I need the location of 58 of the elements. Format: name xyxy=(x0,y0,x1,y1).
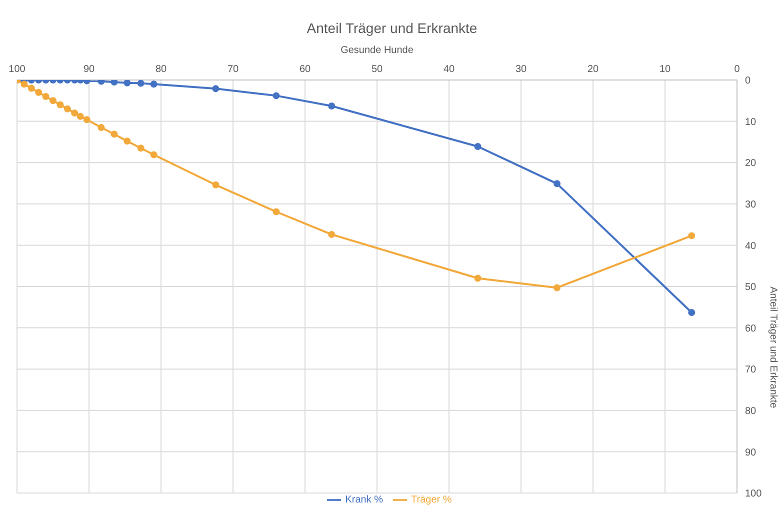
point xyxy=(35,88,42,96)
x-tick-label: 40 xyxy=(443,64,455,75)
y-tick-label: 90 xyxy=(745,447,757,458)
x-axis-title: Gesunde Hunde xyxy=(340,45,414,56)
legend-label: Träger % xyxy=(411,494,452,506)
x-tick-label: 0 xyxy=(734,64,740,75)
y-tick-label: 100 xyxy=(745,488,762,500)
point xyxy=(150,80,158,88)
point xyxy=(124,138,131,145)
y-tick-label: 50 xyxy=(745,282,757,294)
y-tick-label: 40 xyxy=(745,240,757,252)
x-tick-label: 80 xyxy=(155,64,167,75)
point xyxy=(272,92,280,100)
point xyxy=(137,144,144,152)
point xyxy=(110,80,118,86)
point xyxy=(554,284,560,292)
point xyxy=(688,309,696,316)
point xyxy=(137,80,144,87)
point xyxy=(328,230,336,238)
point xyxy=(110,130,118,138)
y-tick-label: 10 xyxy=(745,116,757,128)
point xyxy=(554,180,560,188)
point xyxy=(28,84,35,92)
x-tick-label: 90 xyxy=(83,64,95,75)
x-tick-label: 60 xyxy=(299,64,311,75)
y-tick-label: 0 xyxy=(745,76,751,87)
point xyxy=(150,151,158,158)
x-tick-label: 100 xyxy=(8,64,26,75)
y-axis-title: Anteil Träger und Erkrankte xyxy=(767,286,778,409)
point xyxy=(474,274,482,282)
legend-label: Krank % xyxy=(345,494,384,506)
point xyxy=(50,97,56,104)
x-tick-label: 10 xyxy=(659,64,671,75)
point xyxy=(20,80,28,88)
point xyxy=(272,208,280,216)
x-tick-label: 50 xyxy=(371,64,383,75)
y-tick-label: 60 xyxy=(745,323,757,334)
x-tick-label: 30 xyxy=(515,64,527,75)
point xyxy=(76,112,84,120)
point xyxy=(212,181,220,188)
point xyxy=(688,232,696,240)
point xyxy=(124,80,131,86)
point xyxy=(71,110,78,117)
point xyxy=(83,116,90,124)
y-tick-label: 70 xyxy=(745,364,757,376)
y-tick-label: 80 xyxy=(745,406,757,417)
x-tick-label: 70 xyxy=(227,64,239,75)
y-tick-label: 20 xyxy=(745,158,757,170)
chart-title: Anteil Träger und Erkrankte xyxy=(306,20,478,36)
point xyxy=(42,93,50,100)
point xyxy=(64,105,71,112)
point xyxy=(474,142,482,150)
point xyxy=(328,102,336,110)
point xyxy=(56,101,64,108)
point xyxy=(212,85,220,92)
y-tick-label: 30 xyxy=(745,199,757,210)
x-tick-label: 20 xyxy=(587,64,599,75)
point xyxy=(98,124,105,131)
